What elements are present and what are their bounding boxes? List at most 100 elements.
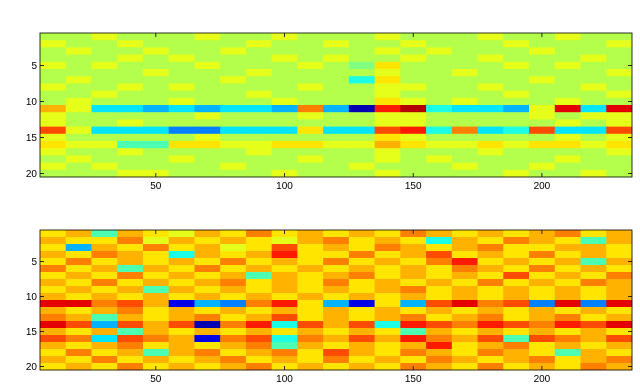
heatmap-cell — [271, 83, 298, 91]
heatmap-cell — [194, 61, 221, 70]
heatmap-cell — [374, 169, 401, 178]
heatmap-cell — [580, 237, 607, 245]
heatmap-cell — [297, 112, 324, 120]
heatmap-cell — [271, 47, 298, 55]
heatmap-cell — [554, 141, 581, 149]
heatmap-cell — [348, 97, 376, 106]
heatmap-cell — [271, 251, 298, 259]
heatmap-cell — [529, 162, 556, 171]
heatmap-cell — [142, 47, 170, 55]
heatmap-cell — [374, 272, 401, 280]
heatmap-cell — [554, 126, 581, 135]
heatmap-cell — [271, 286, 298, 294]
heatmap-cell — [348, 321, 376, 329]
heatmap-cell — [194, 126, 221, 135]
heatmap-cell — [65, 97, 92, 106]
heatmap-cell — [297, 40, 324, 48]
heatmap-cell — [194, 279, 221, 287]
heatmap-cell — [245, 90, 273, 99]
heatmap-cell — [271, 76, 298, 84]
heatmap-cell — [580, 112, 607, 120]
heatmap-cell — [323, 148, 350, 156]
heatmap-cell — [168, 335, 195, 343]
heatmap-cell — [194, 307, 221, 315]
heatmap-cell — [65, 265, 92, 273]
heatmap-cell — [554, 342, 581, 350]
heatmap-cell — [65, 230, 92, 238]
heatmap-cell — [477, 133, 504, 142]
heatmap-cell — [477, 272, 504, 280]
heatmap-cell — [580, 349, 607, 357]
heatmap-cell — [477, 258, 504, 266]
heatmap-cell — [245, 97, 273, 106]
heatmap-cell — [245, 251, 273, 259]
heatmap-cell — [65, 162, 92, 171]
heatmap-cell — [168, 54, 195, 63]
heatmap-cell — [374, 251, 401, 259]
heatmap-cell — [529, 356, 556, 364]
heatmap-cell — [194, 265, 221, 273]
heatmap-cell — [451, 251, 478, 259]
heatmap-cell — [271, 335, 298, 343]
heatmap-cell — [348, 349, 376, 357]
heatmap-cell — [426, 119, 453, 127]
heatmap-cell — [220, 230, 247, 238]
heatmap-cell — [323, 155, 350, 163]
heatmap-cell — [245, 162, 273, 171]
heatmap-cell — [348, 272, 376, 280]
heatmap-cell — [451, 133, 478, 142]
heatmap-cell — [117, 272, 144, 280]
heatmap-cell — [91, 272, 118, 280]
heatmap-cell — [245, 155, 273, 163]
heatmap-cell — [168, 307, 195, 315]
heatmap-cell — [91, 356, 118, 364]
heatmap-cell — [477, 90, 504, 99]
heatmap-cell — [503, 155, 530, 163]
heatmap-cell — [451, 61, 478, 70]
heatmap-cell — [426, 112, 453, 120]
heatmap-cell — [168, 356, 195, 364]
heatmap-cell — [477, 342, 504, 350]
heatmap-cell — [168, 90, 195, 99]
heatmap-cell — [580, 335, 607, 343]
heatmap-cell — [323, 251, 350, 259]
heatmap-cell — [91, 169, 118, 178]
heatmap-cell — [65, 328, 92, 336]
heatmap-cell — [451, 328, 478, 336]
heatmap-cell — [580, 155, 607, 163]
heatmap-cell — [374, 119, 401, 127]
heatmap-cell — [91, 258, 118, 266]
heatmap-cell — [323, 230, 350, 238]
heatmap-cell — [400, 76, 427, 84]
heatmap-cell — [194, 286, 221, 294]
heatmap-cell — [503, 349, 530, 357]
heatmap-cell — [400, 97, 427, 106]
heatmap-cell — [65, 279, 92, 287]
heatmap-cell — [142, 265, 170, 273]
heatmap-cell — [194, 133, 221, 142]
heatmap-cell — [168, 286, 195, 294]
heatmap-cell — [168, 97, 195, 106]
heatmap-cell — [220, 112, 247, 120]
heatmap-cell — [245, 244, 273, 252]
heatmap-cell — [142, 61, 170, 70]
heatmap-cell — [503, 279, 530, 287]
heatmap-cell — [40, 105, 67, 113]
heatmap-cell — [91, 33, 118, 41]
heatmap-cell — [220, 293, 247, 301]
heatmap-cell — [323, 307, 350, 315]
heatmap-cell — [220, 90, 247, 99]
heatmap-cell — [117, 83, 144, 91]
heatmap-cell — [348, 244, 376, 252]
heatmap-cell — [168, 61, 195, 70]
heatmap-cell — [40, 251, 67, 259]
heatmap-cell — [168, 279, 195, 287]
heatmap-cell — [426, 321, 453, 329]
heatmap-cell — [142, 272, 170, 280]
heatmap-cell — [503, 321, 530, 329]
heatmap-cell — [117, 76, 144, 84]
heatmap-cell — [117, 349, 144, 357]
heatmap-cell — [65, 119, 92, 127]
heatmap-cell — [271, 237, 298, 245]
